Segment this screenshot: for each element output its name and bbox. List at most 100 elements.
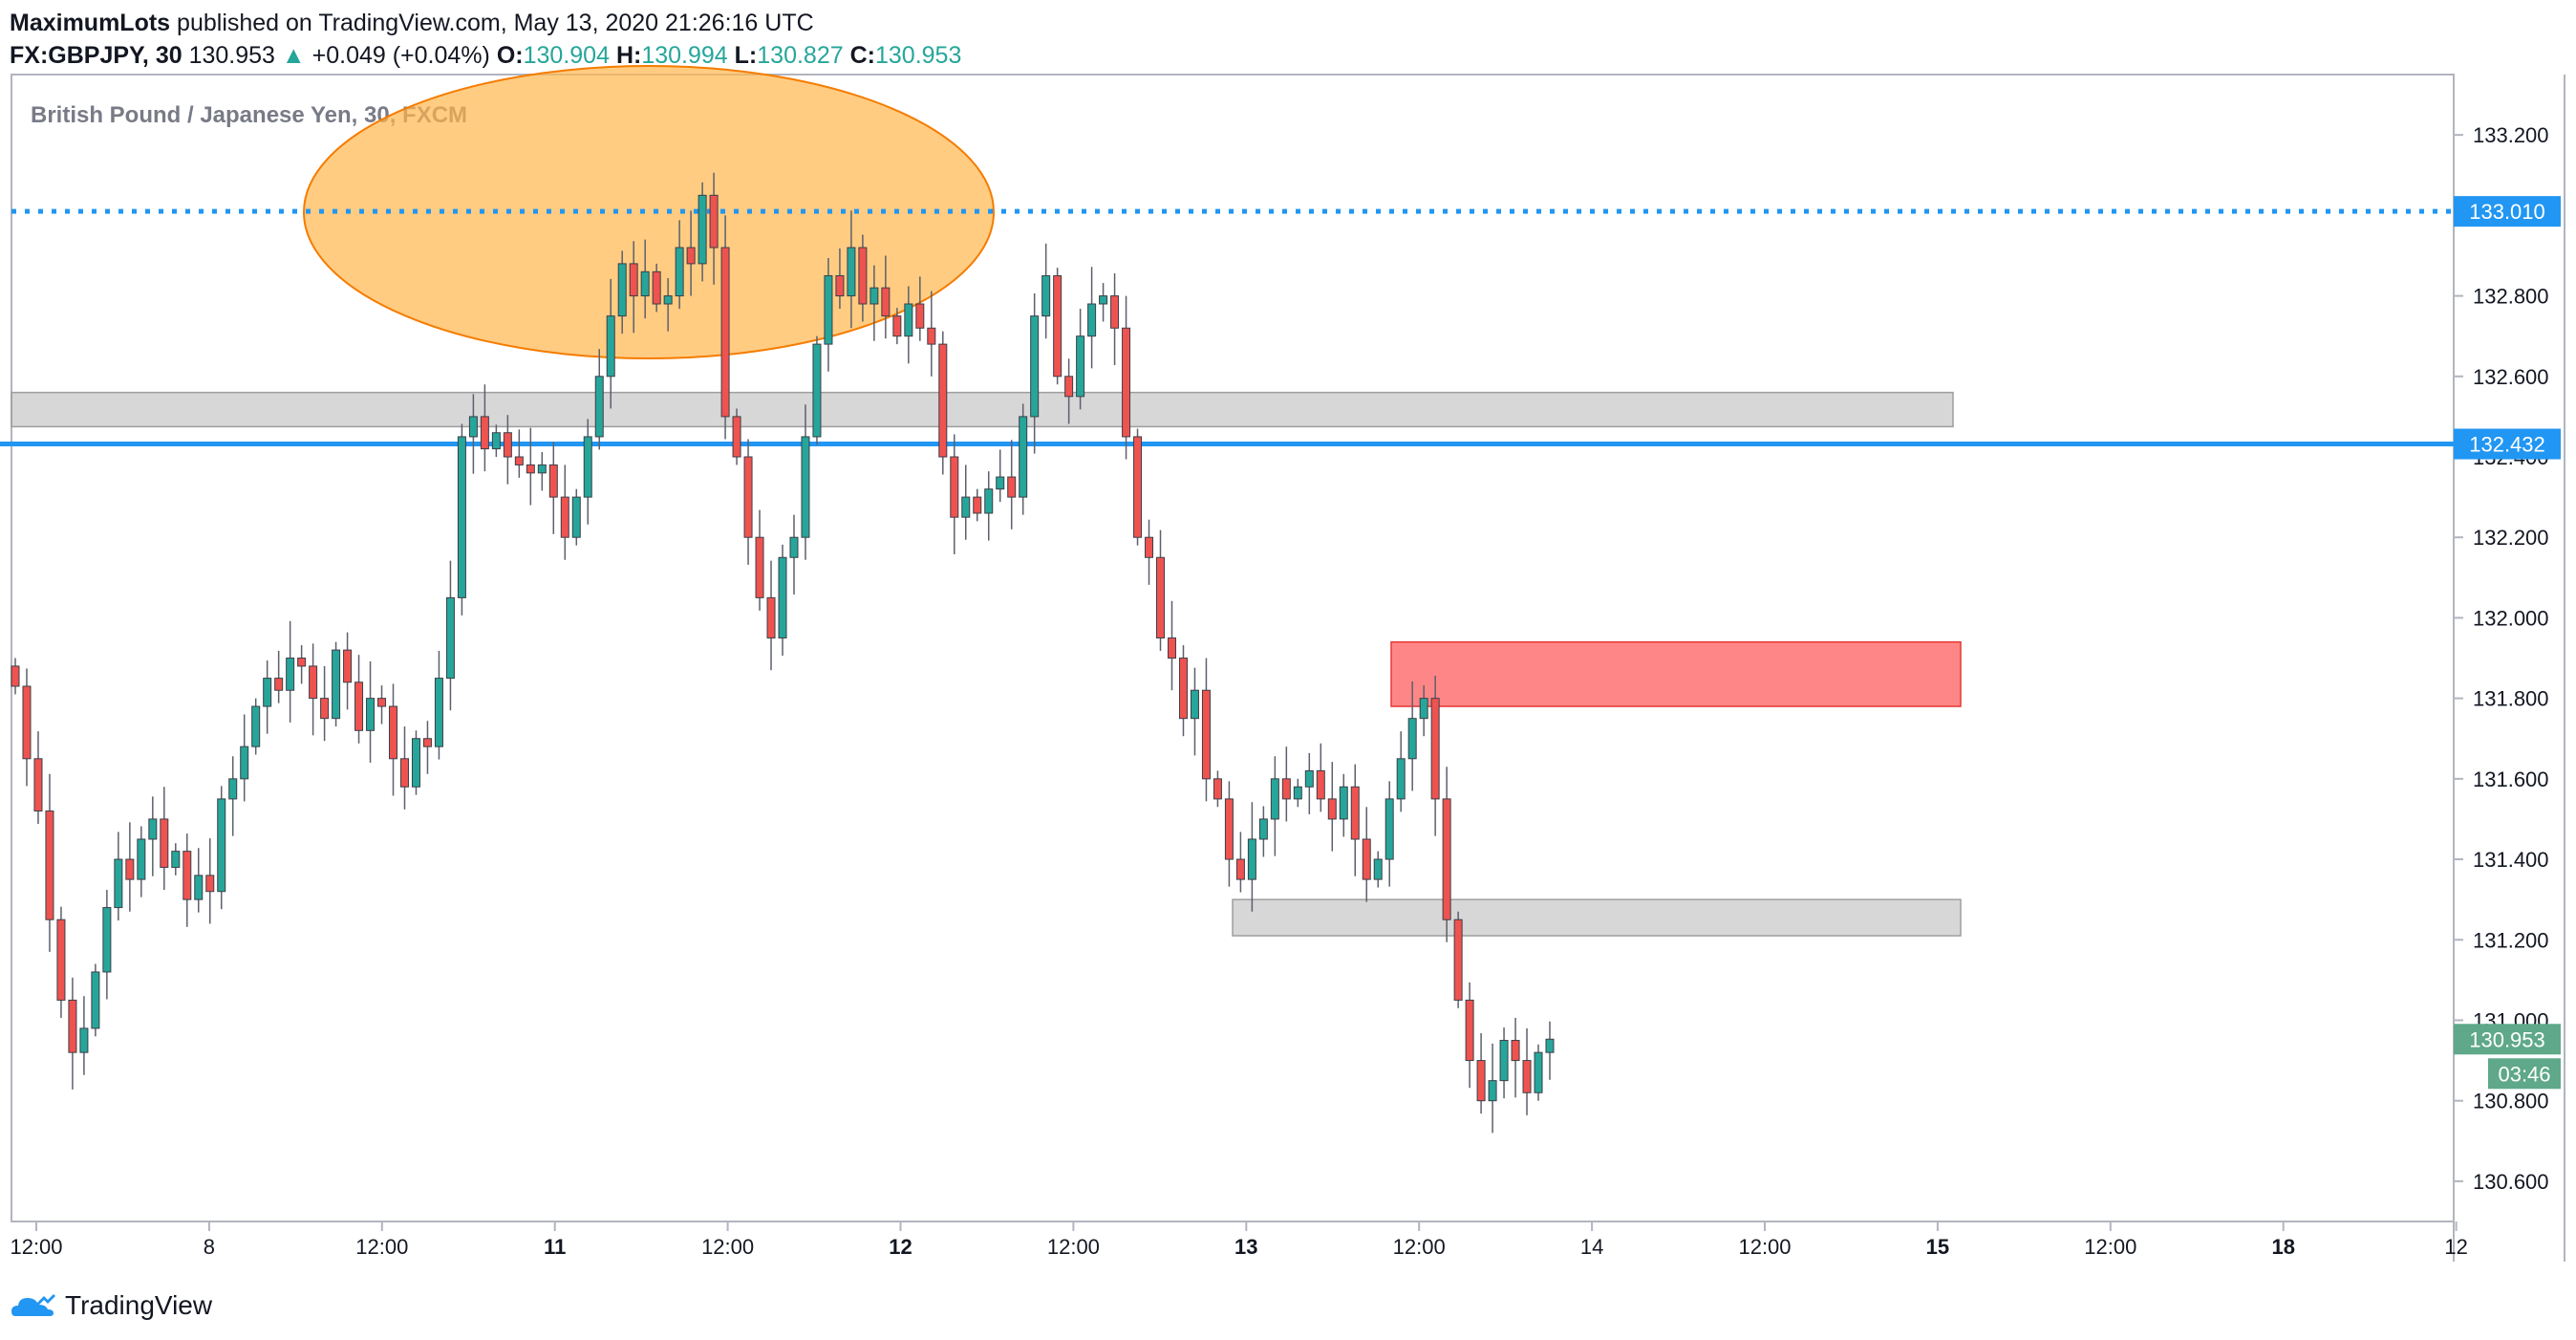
- candle: [709, 172, 719, 285]
- close-label: C:: [849, 42, 875, 69]
- author-name[interactable]: MaximumLots: [10, 10, 171, 36]
- candle-body: [1190, 689, 1199, 720]
- candle: [640, 239, 650, 319]
- candle: [1339, 773, 1348, 837]
- candle-body: [1339, 786, 1348, 820]
- candle-body: [663, 295, 673, 305]
- time-tick-label: 12: [2444, 1235, 2467, 1259]
- candle-body: [1476, 1060, 1486, 1102]
- price-label-text: 130.953: [2469, 1027, 2545, 1051]
- candle-body: [594, 376, 604, 438]
- candle: [1099, 283, 1108, 322]
- candle: [434, 650, 443, 760]
- candle-body: [1235, 858, 1245, 880]
- candle-body: [617, 263, 627, 317]
- time-tick-label: 12:00: [701, 1235, 754, 1259]
- candle: [961, 465, 971, 540]
- candle: [915, 276, 925, 341]
- high-label: H:: [615, 42, 642, 69]
- price-tick-label: 131.800: [2473, 687, 2549, 711]
- candle: [457, 423, 466, 616]
- candle-body: [1099, 295, 1108, 305]
- change-arrow-icon: ▲: [281, 42, 306, 69]
- ohlc-line: FX:GBPJPY, 30 130.953 ▲ +0.049 (+0.04%) …: [10, 42, 961, 70]
- candle: [1110, 273, 1120, 365]
- candle-body: [1281, 778, 1291, 800]
- candle: [263, 660, 272, 734]
- candle: [45, 773, 54, 952]
- candle-body: [1293, 786, 1302, 800]
- candle: [1545, 1021, 1555, 1080]
- candle-body: [274, 678, 284, 691]
- candle: [309, 643, 318, 736]
- candle: [399, 726, 409, 810]
- candle: [1350, 764, 1360, 876]
- candle: [1281, 746, 1291, 822]
- candle-body: [297, 658, 307, 667]
- candle: [927, 291, 936, 377]
- candle-body: [1258, 818, 1268, 840]
- candle: [1201, 658, 1211, 802]
- open-label: O:: [496, 42, 524, 69]
- candle: [22, 668, 32, 787]
- candle-body: [1373, 858, 1383, 880]
- candle-body: [137, 838, 146, 880]
- candle-body: [927, 327, 936, 345]
- candle: [240, 714, 249, 802]
- candle: [789, 514, 799, 594]
- candle-body: [526, 464, 535, 474]
- candle-body: [961, 496, 971, 518]
- horizontal-lines-layer: [0, 208, 2454, 447]
- candle: [847, 210, 856, 329]
- footer-brand[interactable]: TradingView: [65, 1290, 213, 1320]
- candle: [698, 182, 707, 282]
- candle: [801, 404, 810, 560]
- candle-body: [1041, 275, 1051, 317]
- candle: [11, 658, 20, 695]
- candle-body: [1465, 999, 1474, 1062]
- candle-body: [606, 315, 615, 378]
- time-tick-label: 12:00: [1738, 1235, 1791, 1259]
- candle-body: [411, 738, 420, 788]
- candle-body: [343, 649, 353, 683]
- candle-body: [1534, 1051, 1543, 1093]
- time-tick-label: 12: [889, 1235, 912, 1259]
- gray-zone-bottom: [1232, 898, 1962, 937]
- candle-body: [675, 247, 684, 297]
- candle: [68, 977, 77, 1090]
- candle: [1522, 1027, 1532, 1115]
- candle: [148, 796, 158, 876]
- candle-body: [1316, 769, 1325, 800]
- time-axis[interactable]: 12:00 8 12:00 11 12:00 12 12:00 13 12:00 14 12:00 1…: [10, 1221, 2468, 1259]
- time-tick-label: 12:00: [2084, 1235, 2136, 1259]
- candle-body: [56, 919, 66, 1001]
- candle: [606, 278, 615, 409]
- candles-layer: [11, 172, 1555, 1134]
- candle-body: [1007, 476, 1017, 498]
- candle: [1087, 267, 1097, 369]
- price-labels-layer: 133.010 132.432 130.953 03:46: [2454, 196, 2561, 1090]
- candle-body: [755, 536, 764, 598]
- candle: [881, 255, 891, 339]
- change-value: +0.049 (+0.04%): [311, 42, 490, 69]
- candle-body: [1156, 556, 1166, 638]
- candle-body: [571, 496, 581, 538]
- candle: [526, 427, 535, 506]
- candle-body: [996, 476, 1005, 490]
- candle: [996, 449, 1005, 503]
- candle-body: [240, 746, 249, 780]
- candle: [445, 560, 455, 711]
- candle-body: [938, 343, 948, 458]
- candle: [389, 683, 398, 796]
- time-tick-label: 12:00: [355, 1235, 408, 1259]
- candle-body: [366, 698, 376, 731]
- candle-body: [1362, 838, 1371, 880]
- candle-body: [686, 247, 696, 265]
- candle-body: [1178, 658, 1188, 720]
- candle-body: [801, 436, 810, 538]
- price-tick-label: 131.400: [2473, 848, 2549, 872]
- candle-body: [1453, 919, 1463, 1001]
- candle: [1407, 681, 1417, 791]
- candle: [182, 833, 192, 927]
